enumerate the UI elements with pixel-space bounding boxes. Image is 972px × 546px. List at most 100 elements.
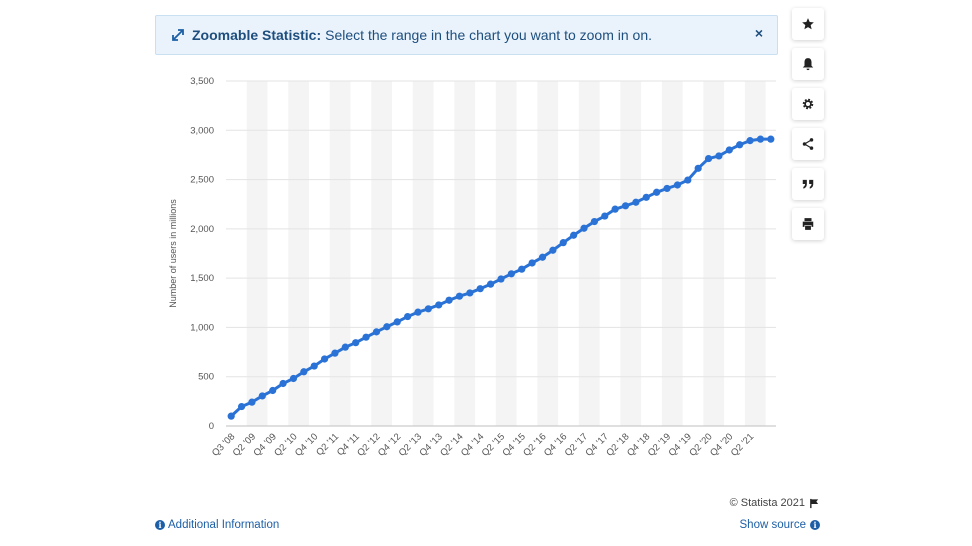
- data-point: [684, 176, 692, 184]
- data-point: [248, 398, 256, 406]
- y-tick-label: 3,500: [190, 76, 214, 87]
- data-point: [767, 135, 775, 143]
- data-point: [756, 135, 765, 143]
- data-point: [331, 349, 339, 357]
- star-icon: [802, 18, 814, 30]
- expand-arrows-icon: [170, 27, 186, 43]
- data-point: [445, 296, 453, 304]
- data-point: [352, 339, 360, 347]
- show-source-link[interactable]: Show source i: [740, 519, 820, 531]
- data-point: [310, 362, 318, 370]
- plot-band: [412, 81, 434, 426]
- data-point: [279, 379, 287, 388]
- y-axis-title: Number of users in millions: [168, 199, 178, 308]
- data-point: [673, 181, 682, 189]
- data-point: [559, 239, 567, 247]
- gear-icon: [802, 98, 814, 110]
- plot-band: [495, 81, 517, 426]
- banner-title: Zoomable Statistic:: [192, 27, 322, 43]
- data-point: [289, 374, 298, 383]
- data-point: [362, 333, 370, 341]
- plot-band: [288, 81, 310, 426]
- data-point: [237, 402, 246, 411]
- y-tick-label: 500: [198, 372, 214, 383]
- data-point: [538, 253, 547, 261]
- flag-icon: [810, 498, 819, 508]
- data-point: [663, 184, 671, 193]
- y-tick-label: 0: [209, 421, 214, 432]
- show-source-label: Show source: [739, 519, 806, 531]
- settings-button[interactable]: [792, 88, 824, 120]
- data-point: [258, 392, 266, 400]
- plot-band: [371, 81, 393, 426]
- y-tick-label: 2,000: [190, 224, 214, 235]
- print-button[interactable]: [792, 208, 824, 240]
- x-tick-label: Q2 '21: [729, 431, 756, 458]
- plot-band: [329, 81, 351, 426]
- data-point: [320, 355, 329, 363]
- data-point: [528, 259, 536, 267]
- data-point: [642, 193, 650, 201]
- data-point: [455, 292, 464, 300]
- plot-band: [620, 81, 642, 426]
- data-point: [383, 323, 391, 331]
- data-point: [227, 412, 235, 420]
- banner-text: Select the range in the chart you want t…: [325, 27, 653, 43]
- data-point: [435, 301, 443, 309]
- plot-band: [578, 81, 600, 426]
- data-point: [736, 141, 744, 149]
- info-icon: i: [155, 520, 165, 530]
- data-point: [269, 386, 277, 395]
- x-tick-label: Q4 '10: [293, 431, 320, 458]
- data-point: [580, 224, 588, 232]
- plot-band: [744, 81, 766, 426]
- additional-information-link[interactable]: i Additional Information: [155, 519, 279, 531]
- quote-icon: [802, 179, 814, 189]
- data-point: [632, 198, 640, 206]
- data-point: [341, 343, 349, 351]
- plot-band: [246, 81, 268, 426]
- data-point: [487, 280, 495, 288]
- copyright: © Statista 2021: [730, 497, 820, 509]
- print-icon: [802, 218, 814, 230]
- data-point: [404, 312, 412, 321]
- data-point: [694, 164, 702, 172]
- data-point: [704, 154, 713, 163]
- copyright-text: © Statista 2021: [729, 497, 805, 509]
- data-point: [590, 217, 598, 226]
- data-point: [507, 270, 515, 278]
- data-point: [611, 205, 619, 213]
- y-tick-label: 1,000: [190, 322, 214, 333]
- cite-button[interactable]: [792, 168, 824, 200]
- data-point: [393, 318, 401, 326]
- y-tick-label: 1,500: [190, 273, 214, 284]
- data-point: [497, 275, 505, 283]
- data-point: [549, 246, 557, 254]
- favorite-button[interactable]: [792, 8, 824, 40]
- data-point: [601, 212, 609, 220]
- share-button[interactable]: [792, 128, 824, 160]
- data-point: [570, 231, 578, 239]
- zoomable-statistic-banner: Zoomable Statistic: Select the range in …: [155, 15, 778, 55]
- bell-icon: [802, 58, 814, 71]
- x-tick-label: Q2 '11: [314, 431, 341, 458]
- data-point: [372, 328, 381, 336]
- data-point: [518, 265, 526, 273]
- share-icon: [802, 138, 814, 150]
- data-point: [466, 289, 474, 297]
- side-toolbar: [792, 8, 824, 248]
- data-point: [725, 146, 733, 154]
- y-tick-label: 3,000: [190, 125, 214, 136]
- banner-close-button[interactable]: ×: [754, 25, 763, 41]
- data-point: [715, 152, 723, 160]
- data-point: [653, 188, 661, 196]
- data-point: [476, 285, 484, 293]
- data-point: [414, 308, 422, 316]
- notification-button[interactable]: [792, 48, 824, 80]
- plot-band: [703, 81, 725, 426]
- data-point: [424, 305, 432, 313]
- data-point: [621, 202, 630, 210]
- y-tick-label: 2,500: [190, 175, 214, 186]
- plot-band: [661, 81, 683, 426]
